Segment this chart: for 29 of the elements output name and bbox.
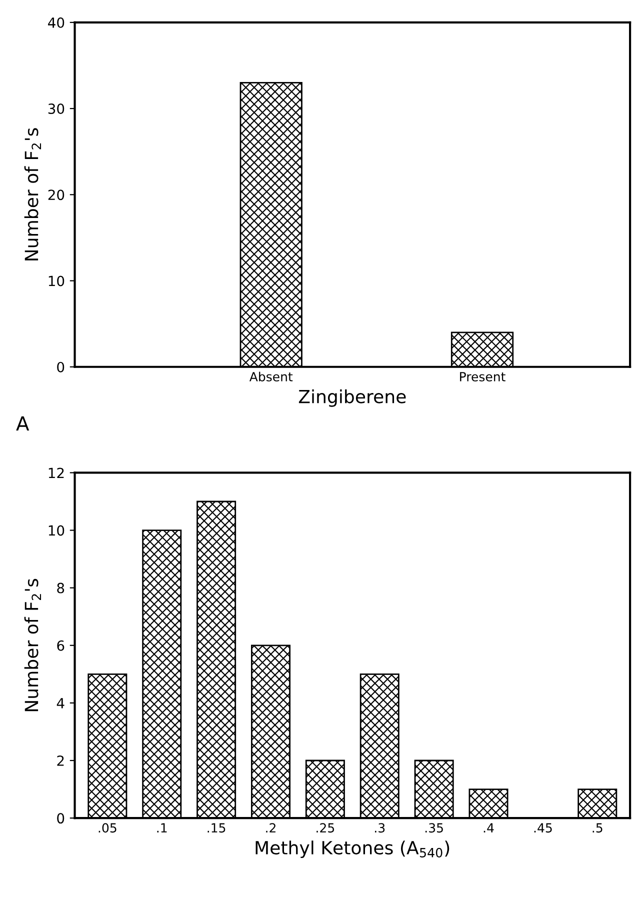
y-tick-label: 30	[48, 104, 64, 114]
y-tick-label: 40	[48, 17, 64, 28]
y-tick-label: 0	[57, 362, 64, 372]
x-tick-label: .4	[484, 823, 494, 832]
y-tick-label: 8	[57, 582, 64, 594]
x-axis-title: Zingiberene	[298, 389, 406, 407]
x-tick-label: .45	[534, 823, 552, 833]
y-axis-title: Number of F$_{2}$'s	[24, 128, 42, 260]
y-tick-label: 10	[48, 276, 64, 286]
x-tick-label: Absent	[249, 372, 293, 382]
x-tick-label: .2	[266, 823, 276, 832]
y-tick-label: 10	[48, 525, 64, 536]
y-tick-label: 4	[56, 698, 64, 708]
x-tick-label: .1	[157, 823, 167, 832]
y-tick-label: 12	[48, 468, 64, 478]
y-tick-label: 20	[48, 190, 64, 200]
x-tick-label: .35	[425, 823, 443, 833]
y-tick-label: 6	[57, 640, 64, 651]
x-tick-label: .5	[592, 823, 602, 833]
x-axis-title: Methyl Ketones (A$_{540}$)	[256, 840, 450, 858]
x-tick-label: .25	[316, 823, 334, 833]
text: A	[16, 416, 30, 431]
y-axis-title: Number of F$_{2}$'s	[24, 578, 42, 712]
x-tick-label: .3	[375, 823, 385, 833]
x-tick-label: .05	[98, 823, 116, 833]
y-tick-label: 0	[57, 813, 64, 824]
x-tick-label: Present	[460, 372, 506, 382]
x-tick-label: .15	[208, 823, 226, 833]
y-tick-label: 2	[57, 755, 64, 766]
